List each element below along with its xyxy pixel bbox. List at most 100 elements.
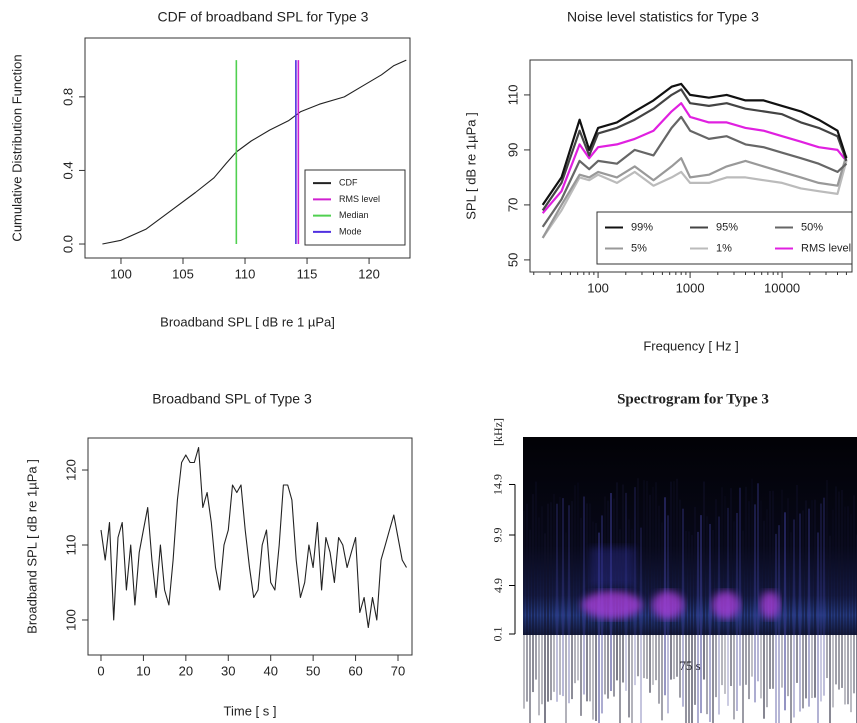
x-axis-label: Time [ s ] [224,703,277,718]
spectrogram-streak [577,482,579,681]
spectrogram-streak [547,503,549,702]
spectrogram-streak [670,481,672,680]
spectrogram-energy [652,591,684,619]
x-tick-label: 0 [97,663,104,678]
y-tick-label: 0.8 [60,88,75,106]
spectrogram-streak [811,500,813,699]
spectrogram-energy [760,591,780,619]
plot-frame [529,59,853,273]
x-tick-label: 20 [179,663,193,678]
spectrogram-streak [814,499,816,698]
spectrogram-streak [685,530,687,723]
chart-title: Spectrogram for Type 3 [617,391,769,407]
spectrogram-streak [523,510,525,709]
spectrogram-streak [637,478,639,677]
spectrogram-streak [805,500,807,699]
spectrogram-streak [676,478,678,677]
spectrogram-streak [562,498,564,697]
spectrogram-streak [583,496,585,695]
legend-label: 1% [716,242,732,254]
spectrogram-streak [739,487,741,686]
legend-label: CDF [339,178,358,188]
spectrogram-streak [832,509,834,708]
spectrogram-streak [628,519,630,718]
y-tick-label: 4.9 [491,578,505,593]
spectrogram-streak [838,491,840,690]
spectrogram-streak [730,488,732,687]
spectrogram-streak [625,492,627,691]
spectrogram-streak [556,503,558,702]
spectrogram-energy [582,591,642,619]
legend-label: RMS level [801,242,851,254]
spectrogram-streak [850,514,852,713]
y-tick-label: 0.0 [60,235,75,253]
x-tick-label: 105 [172,266,194,281]
spectrogram-streak [568,505,570,704]
spectrogram-streak [778,525,780,723]
y-tick-label: 14.9 [491,474,505,495]
spectrogram-energy [712,591,740,619]
spectrogram-streak [529,529,531,723]
y-tick-label: 70 [505,198,520,212]
plot-frame [84,37,411,259]
spectrogram-streak [571,501,573,700]
x-tick-label: 60 [348,663,362,678]
x-axis-label: Broadband SPL [ dB re 1 µPa] [160,314,335,329]
spectrogram-streak [745,486,747,685]
y-tick-label: 100 [63,609,78,631]
spectrogram-streak [808,508,810,707]
spectrogram-streak [538,517,540,716]
spectrogram-streak [787,498,789,697]
spectrogram-streak [706,516,708,715]
legend-label: 99% [631,221,653,233]
x-tick-label: 110 [235,266,256,281]
spectrogram-streak [721,487,723,686]
spectrogram-streak [775,533,777,723]
spectrogram-streak [646,480,648,679]
spectrogram-streak [631,529,633,723]
spectrogram-energy [590,547,635,587]
x-axis-label: Frequency [ Hz ] [643,338,738,353]
x-tick-label: 1000 [676,280,705,295]
spectrogram-streak [550,502,552,701]
chart-title: CDF of broadband SPL for Type 3 [158,9,369,25]
spectrogram-streak [709,523,711,722]
spectrogram-streak [763,520,765,719]
spectrogram-streak [559,496,561,695]
spectrogram-streak [694,506,696,705]
y-axis-label: [kHz] [491,418,505,446]
legend-label: Median [339,210,369,220]
x-tick-label: 30 [221,663,235,678]
y-tick-label: 0.1 [491,626,505,641]
x-tick-label: 100 [110,266,132,281]
y-axis-label: Cumulative Distribution Function [9,54,24,241]
spectrogram-streak [553,493,555,692]
spectrogram-streak [544,533,546,723]
spectrogram-streak [793,519,795,718]
y-tick-label: 110 [63,535,78,556]
x-axis-label: 75 s [679,658,700,673]
data-line [541,102,848,214]
y-tick-label: 90 [505,143,520,157]
spectrogram-streak [619,529,621,723]
spectrogram-streak [595,522,597,721]
spectrogram-streak [541,506,543,705]
legend-label: 50% [801,221,823,233]
y-axis-label: SPL [ dB re 1µPa ] [463,112,478,219]
data-line [541,155,848,239]
legend-label: 5% [631,242,647,254]
spectrogram-streak [565,532,567,723]
legend-label: 95% [716,221,738,233]
x-tick-label: 40 [263,663,277,678]
spectrogram-streak [847,506,849,705]
spectrogram-streak [853,495,855,694]
x-tick-label: 100 [587,280,609,295]
spectrogram-streak [754,504,756,703]
spectrogram-streak [688,531,690,723]
spectrogram-streak [841,489,843,688]
plot-frame [87,437,413,656]
spectrogram-streak [652,486,654,685]
spectrogram-streak [655,482,657,681]
spectrogram-streak [802,510,804,709]
spectrogram-streak [703,481,705,680]
